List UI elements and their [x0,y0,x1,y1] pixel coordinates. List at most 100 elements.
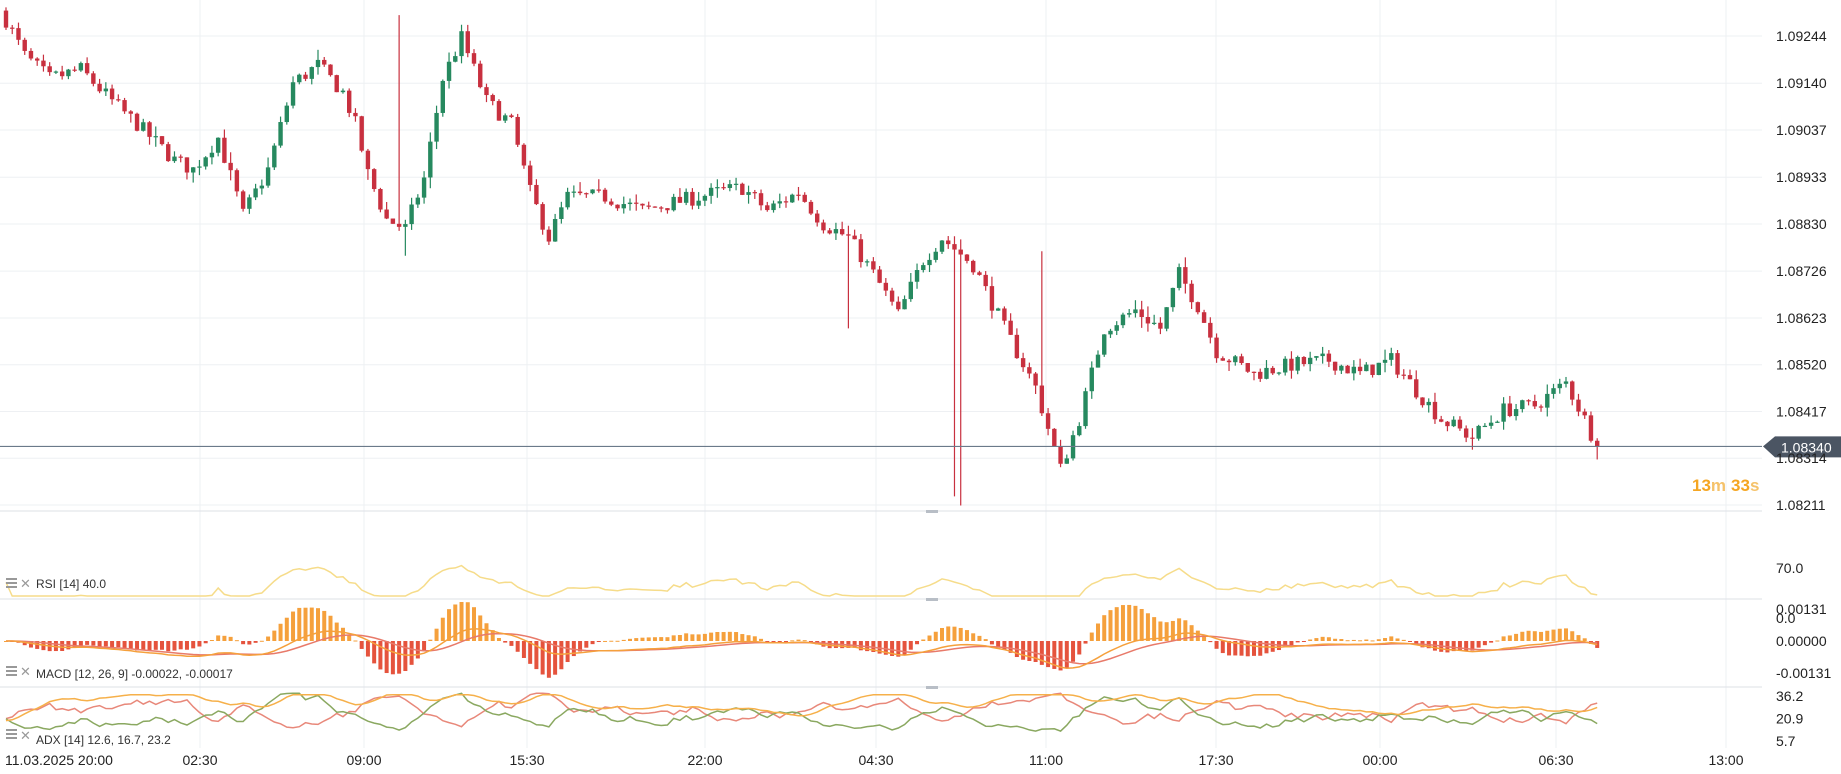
candle [1570,380,1575,406]
adx-settings-icon[interactable] [6,729,17,739]
candle [827,228,832,235]
candle [478,60,483,89]
macd-histogram-bar [166,641,171,652]
resize-handle-adx[interactable] [926,686,938,689]
candle [428,132,433,189]
candle-body [509,115,514,117]
candle-body [1401,374,1406,376]
candle-body [1538,406,1544,408]
candle-body [1264,367,1269,379]
candle-body [1239,356,1244,364]
rsi-close-icon[interactable]: ✕ [20,577,31,592]
macd-histogram-bar [921,639,926,641]
adx-close-icon[interactable]: ✕ [20,729,31,744]
macd-close-icon[interactable]: ✕ [20,665,31,680]
macd-histogram-bar [940,627,944,641]
macd-histogram-bar [1120,605,1125,641]
candle-body [1532,401,1537,407]
candle-body [503,115,508,121]
candle-body [1451,419,1456,427]
candle-body [1351,366,1357,374]
candle [596,179,601,193]
candle-body [552,218,558,242]
candle-body [203,157,208,167]
candle-body [1570,381,1575,400]
candle-body [434,112,439,142]
candle [378,187,383,213]
candle [215,137,221,157]
macd-histogram-bar [228,636,233,641]
rsi-pane[interactable]: 70.0 0.0 ✕ RSI [14] 40.0 [5,560,1803,626]
macd-histogram-bar [484,623,489,641]
macd-histogram-bar [1283,641,1288,647]
price-pane[interactable]: 1.08340 13m 33s 1.09244 1.09140 1.09037 1.08… [0,7,1841,513]
candle-body [1307,357,1313,365]
candle [159,136,165,146]
macd-histogram-bar [209,640,214,642]
candle-body [590,189,595,194]
candle [1283,356,1288,376]
adx-pane[interactable]: 36.2 20.9 5.7 ✕ ADX [14] 12.6, 16.7, 23.2 [5,688,1803,749]
candle [503,113,508,123]
macd-histogram-bar [216,635,221,641]
candle-body [952,244,957,250]
candle-body [671,196,676,211]
candle [1295,355,1300,375]
candle [864,259,870,267]
candle [540,202,545,235]
macd-histogram-bar [964,630,969,641]
macd-histogram-bar [690,634,695,641]
macd-histogram-bar [1208,641,1213,643]
candle [914,263,920,289]
candle-body [1064,458,1069,464]
adx-label: ADX [14] 12.6, 16.7, 23.2 [36,733,171,747]
macd-histogram-bar [1501,636,1506,641]
macd-histogram-bar [390,641,395,675]
macd-histogram-bar [78,641,83,646]
candle [1095,350,1101,368]
candle-body [303,74,308,79]
macd-histogram-bar [509,641,514,646]
candle [1357,358,1363,375]
macd-settings-icon[interactable] [6,666,17,676]
time-tick-label: 04:30 [858,752,893,768]
candle [1201,309,1207,323]
rsi-settings-icon[interactable] [6,578,17,588]
macd-pane[interactable]: 0.00131 0.00000 -0.00131 ✕ MACD [12, 26, 9… [4,601,1831,681]
macd-histogram-bar [1052,641,1057,669]
resize-handle-macd[interactable] [926,598,938,601]
candle [740,182,745,196]
candle [471,49,477,67]
candle-body [609,201,614,205]
macd-histogram-bar [1489,641,1494,643]
macd-histogram-bar [1408,641,1412,642]
candle-body [47,66,52,73]
candle-body [559,207,564,219]
macd-histogram-bar [378,641,383,670]
candle-body [222,137,227,163]
candle-body [1158,322,1163,329]
macd-tick-label: 0.00000 [1776,633,1827,649]
candle-body [964,254,970,261]
candle [696,192,701,210]
macd-histogram-bar [147,641,152,651]
macd-histogram-bar [752,636,757,641]
candle [347,88,352,118]
candle [1595,438,1600,460]
candle-body [1233,356,1238,363]
candle-body [1345,365,1350,374]
candle [103,82,109,97]
candle [1264,360,1269,380]
resize-handle-rsi[interactable] [926,510,938,513]
macd-histogram-bar [1102,615,1107,641]
macd-histogram-bar [322,610,327,641]
candle [921,262,926,273]
macd-histogram-bar [1008,641,1013,653]
candle [1114,321,1119,336]
macd-histogram-bar [989,641,994,645]
candle [297,73,302,85]
candle [10,24,15,35]
macd-histogram-bar [459,602,464,641]
candle [1451,416,1456,428]
